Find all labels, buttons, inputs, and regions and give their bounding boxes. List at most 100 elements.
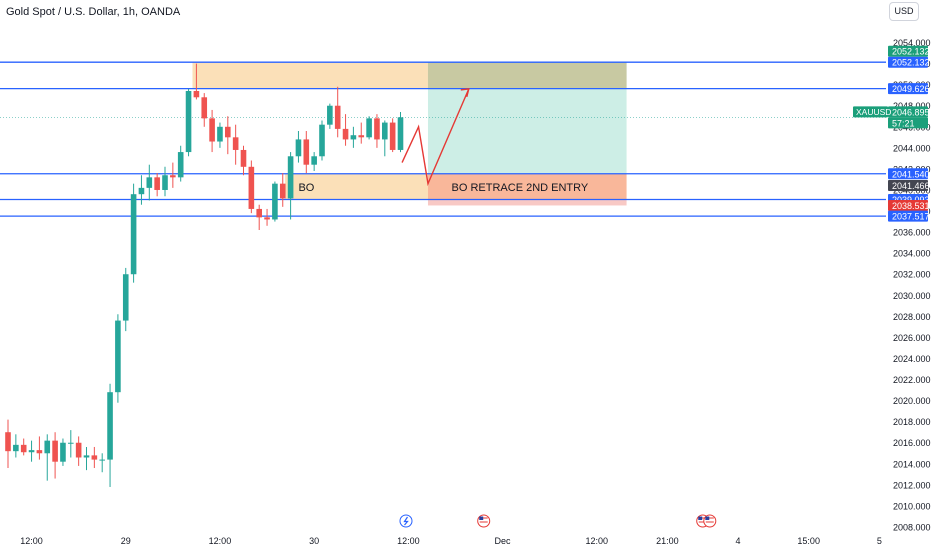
candle-body <box>13 444 19 452</box>
candle <box>130 183 137 283</box>
candle <box>52 432 58 479</box>
candle-body <box>28 450 35 453</box>
label-2052-132-bg <box>888 56 928 68</box>
us-flag-icon <box>477 514 491 528</box>
candle-body <box>279 183 286 199</box>
y-tick-label: 2012.000 <box>893 480 931 490</box>
candle-body <box>130 194 137 275</box>
candle <box>389 118 396 153</box>
candle <box>279 173 286 207</box>
y-tick-label: 2034.000 <box>893 249 931 259</box>
candle <box>248 160 255 214</box>
bo-zone <box>285 173 428 200</box>
candle-body <box>83 455 90 458</box>
y-tick-label: 2026.000 <box>893 333 931 343</box>
candle-body <box>287 156 294 199</box>
label-countdown: 57:21 <box>892 118 915 128</box>
candle <box>60 438 66 466</box>
label-2038-531: 2038.531 <box>892 201 930 211</box>
x-tick-label: 15:00 <box>797 536 820 546</box>
candle <box>256 204 262 230</box>
label-2046-895: 2046.895 <box>892 107 930 117</box>
x-tick-label: 29 <box>121 536 131 546</box>
label-2041-540-bg <box>888 168 928 180</box>
candle-body <box>170 175 176 178</box>
label-2041-540: 2041.540 <box>892 169 930 179</box>
candle-body <box>44 440 51 454</box>
candle-body <box>107 392 113 460</box>
candle <box>327 103 333 129</box>
y-tick-label: 2008.000 <box>893 523 931 533</box>
candle <box>217 122 223 148</box>
candle-body <box>311 156 317 165</box>
candle-body <box>334 105 341 129</box>
candle-body <box>248 166 255 209</box>
candle-body <box>154 177 160 190</box>
y-tick-label: 2044.000 <box>893 143 931 153</box>
candle <box>5 419 11 469</box>
candle <box>170 162 176 188</box>
candle <box>91 446 98 469</box>
candle <box>146 164 153 201</box>
candle <box>319 120 325 161</box>
candle-body <box>397 117 404 150</box>
candle-body <box>366 118 372 138</box>
y-tick-label: 2048.000 <box>893 101 931 111</box>
label-2052-132: 2052.132 <box>892 58 930 68</box>
x-tick-label: 12:00 <box>397 536 420 546</box>
label-countdown-bg <box>888 117 928 129</box>
us-flag-icon <box>703 514 717 528</box>
candle <box>374 114 380 148</box>
candle <box>13 434 19 458</box>
candle <box>209 109 215 153</box>
label-2038-531-bg <box>888 199 928 211</box>
candle <box>287 152 294 220</box>
candle-body <box>68 442 74 444</box>
candle <box>162 166 168 197</box>
stop-zone <box>427 199 627 206</box>
candle-body <box>319 124 325 157</box>
candle <box>225 116 231 155</box>
candle-body <box>138 187 145 195</box>
candle <box>342 114 349 146</box>
y-tick-label: 2024.000 <box>893 354 931 364</box>
candle-body <box>342 128 349 140</box>
projection-path <box>401 88 470 187</box>
candle-body <box>374 118 380 140</box>
candle-body <box>225 126 231 138</box>
candle <box>193 63 200 100</box>
candle <box>20 438 27 456</box>
candle-body <box>264 217 270 220</box>
y-tick-label: 2028.000 <box>893 312 931 322</box>
candle-body <box>162 175 168 190</box>
candle <box>240 145 247 176</box>
candle-body <box>272 183 278 220</box>
x-tick-label: 30 <box>309 536 319 546</box>
label-2049-626: 2049.626 <box>892 84 930 94</box>
y-tick-label: 2036.000 <box>893 228 931 238</box>
candle <box>201 93 208 127</box>
currency-selector[interactable]: USD <box>889 2 919 21</box>
candle-body <box>36 450 43 454</box>
y-tick-label: 2054.000 <box>893 38 931 48</box>
candle-body <box>20 444 27 453</box>
icon-bolt <box>403 516 409 526</box>
icon-canton <box>698 516 703 520</box>
label-2052-132-top-bg <box>888 45 928 57</box>
y-tick-label: 2030.000 <box>893 291 931 301</box>
y-tick-label: 2022.000 <box>893 375 931 385</box>
y-tick-label: 2010.000 <box>893 501 931 511</box>
label-2046-895-bg <box>888 106 928 118</box>
candle <box>154 173 160 197</box>
candle <box>138 175 145 205</box>
bo-text: BO <box>298 182 314 194</box>
candle-body <box>295 139 302 157</box>
candle-body <box>60 442 66 462</box>
candle <box>99 453 105 473</box>
candle <box>264 208 270 226</box>
chart-title: Gold Spot / U.S. Dollar, 1h, OANDA <box>6 6 181 18</box>
candle-body <box>75 442 82 458</box>
icon-canton <box>479 516 484 520</box>
label-2041-466: 2041.466 <box>892 181 930 191</box>
